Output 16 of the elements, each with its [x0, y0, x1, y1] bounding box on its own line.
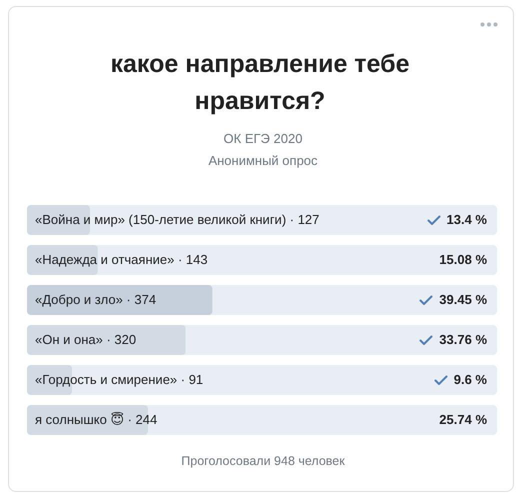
text: Анонимный опрос	[207, 153, 319, 168]
chart-subtitle: ОК ЕГЭ 2020	[222, 131, 304, 146]
y-tick-label: «Надежда и отчаяние» · 143	[35, 252, 208, 267]
data-label: 25.74 %	[439, 412, 488, 427]
data-label: 15.08 %	[439, 252, 488, 267]
y-tick-label: «Гордость и смирение» · 91	[35, 372, 204, 387]
data-label: 39.45 %	[439, 292, 488, 307]
y-tick-label: я солнышко 😇 · 244	[35, 412, 158, 427]
y-tick-label: «Добро и зло» · 374	[35, 292, 156, 307]
chart-title: какое направление тебе нравится?	[110, 49, 410, 117]
data-label: 9.6 %	[454, 372, 488, 387]
text: Проголосовали 948 человек	[180, 454, 346, 468]
data-label: 13.4 %	[446, 212, 488, 227]
data-label: 33.76 %	[439, 332, 488, 347]
y-tick-label: «Война и мир» (150-летие великой книги) · 127	[35, 212, 320, 227]
y-tick-label: «Он и она» · 320	[35, 332, 136, 347]
